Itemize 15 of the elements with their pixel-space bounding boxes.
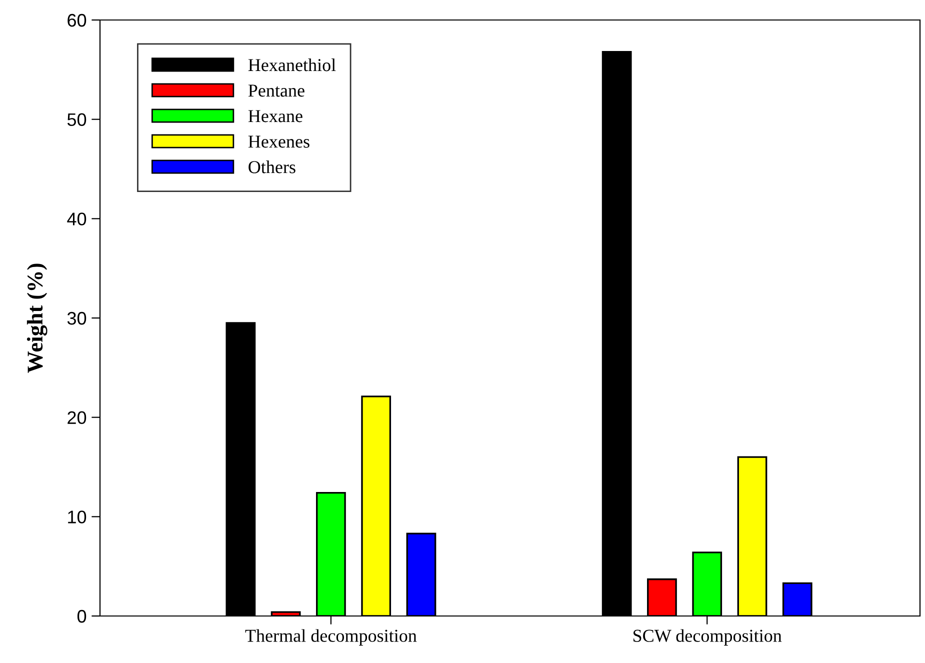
- y-tick-label: 0: [77, 610, 86, 623]
- x-tick-label: SCW decomposition: [633, 629, 782, 646]
- y-tick-label: 20: [68, 411, 86, 424]
- y-tick-label: 40: [67, 212, 86, 226]
- x-tick-label: Thermal decomposition: [245, 629, 417, 646]
- y-tick-label: 60: [68, 14, 86, 27]
- legend-label: Hexenes: [248, 136, 310, 148]
- legend-label: Hexane: [248, 110, 302, 122]
- y-tick-label: 30: [67, 312, 86, 325]
- legend-label: Hexanethiol: [248, 58, 336, 72]
- y-tick-label: 50: [67, 113, 86, 126]
- legend-label: Others: [248, 160, 296, 174]
- y-tick-label: 10: [68, 510, 86, 524]
- legend-label: Pentane: [248, 84, 304, 97]
- y-axis-title: Weight (%): [26, 264, 48, 373]
